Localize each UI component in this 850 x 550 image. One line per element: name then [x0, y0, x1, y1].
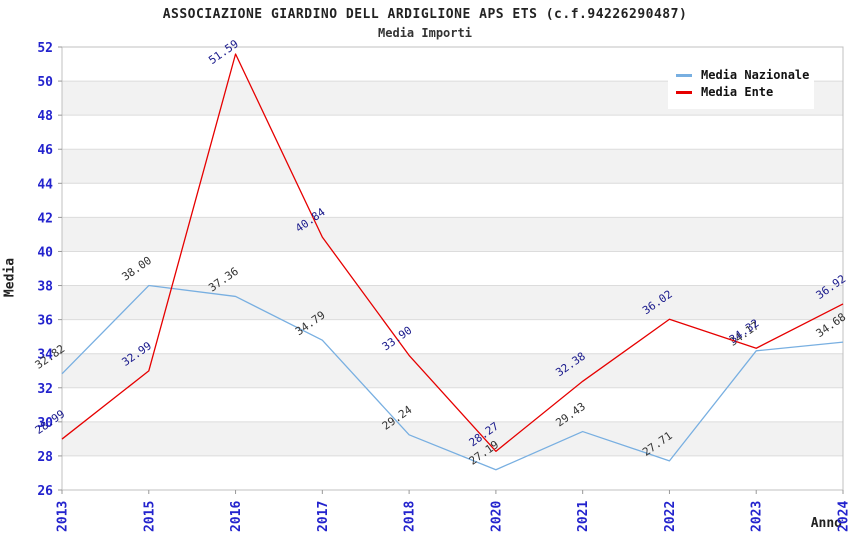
- plot-band: [62, 285, 843, 320]
- media-nazionale-line-swatch: [676, 73, 692, 77]
- legend-item-media-ente: Media Ente: [676, 85, 806, 99]
- x-tick-label: 2013: [56, 501, 71, 532]
- y-tick-label: 34: [37, 348, 53, 363]
- plot-band: [62, 421, 843, 456]
- media-ente-line: [61, 53, 844, 452]
- point-label: 38.00: [119, 254, 154, 284]
- point-label: 33.90: [380, 324, 415, 354]
- chart-title: ASSOCIAZIONE GIARDINO DELL ARDIGLIONE AP…: [162, 7, 688, 22]
- y-tick-label: 48: [37, 109, 53, 124]
- y-tick-label: 28: [37, 450, 53, 465]
- x-tick-label: 2015: [142, 501, 157, 532]
- y-tick-label: 30: [37, 416, 53, 431]
- legend-item-media-nazionale: Media Nazionale: [676, 68, 810, 82]
- y-tick-label: 32: [37, 382, 53, 397]
- x-tick-label: 2016: [229, 501, 244, 532]
- y-tick-label: 26: [37, 484, 53, 499]
- media-nazionale-line: [61, 284, 844, 471]
- x-tick-label: 2023: [750, 501, 765, 532]
- plot-band: [62, 149, 843, 184]
- x-tick-label: 2024: [837, 501, 850, 532]
- y-tick-label: 46: [37, 143, 53, 158]
- y-tick-label: 42: [37, 211, 53, 226]
- y-tick-label: 40: [37, 245, 53, 260]
- chart-legend: Media Nazionale Media Ente: [668, 58, 814, 109]
- legend-label-media-ente: Media Ente: [701, 85, 774, 99]
- y-tick-label: 50: [37, 75, 53, 90]
- plot-band: [62, 353, 843, 388]
- y-tick-label: 38: [37, 280, 53, 295]
- y-tick-label: 52: [37, 41, 53, 56]
- x-axis-title: Anno: [810, 516, 842, 531]
- y-tick-label: 36: [37, 314, 53, 329]
- media-ente-line-swatch: [676, 90, 692, 94]
- y-tick-label: 44: [37, 177, 53, 192]
- plot-border: [61, 46, 844, 491]
- x-tick-label: 2022: [663, 501, 678, 532]
- point-label: 51.59: [206, 37, 241, 67]
- x-tick-label: 2020: [489, 501, 504, 532]
- x-tick-label: 2018: [403, 501, 418, 532]
- plot-band: [62, 217, 843, 252]
- x-tick-label: 2021: [576, 501, 591, 532]
- legend-label-media-nazionale: Media Nazionale: [701, 68, 810, 82]
- x-tick-label: 2017: [316, 501, 331, 532]
- chart-subtitle: Media Importi: [378, 26, 472, 40]
